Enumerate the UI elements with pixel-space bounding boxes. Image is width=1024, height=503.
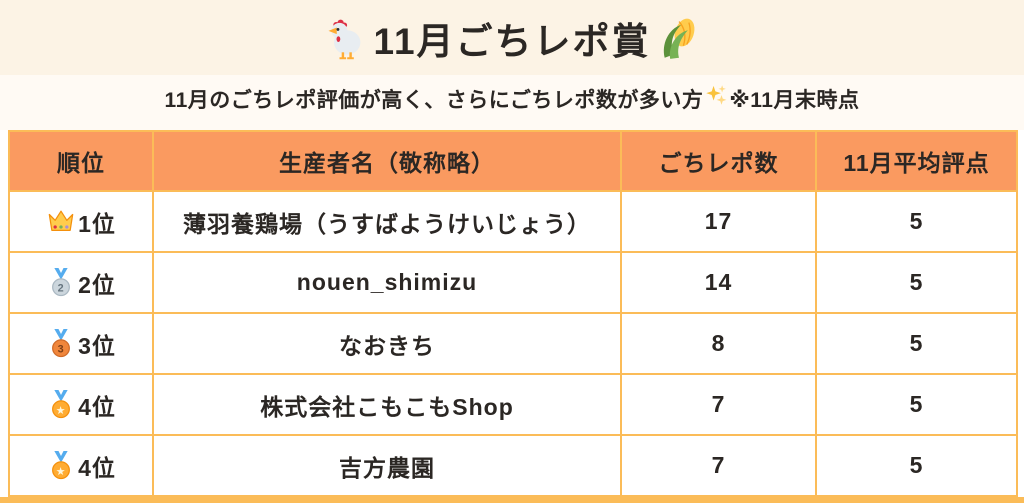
producer-name: なおきち (152, 312, 622, 375)
report-count: 8 (620, 312, 817, 375)
subtitle-band: 11月のごちレポ評価が高く、さらにごちレポ数が多い方 ※11月末時点 (0, 75, 1024, 130)
average-rating: 5 (815, 312, 1018, 375)
rank-label: 1位 (78, 210, 116, 237)
ranking-table-container: 順位 生産者名（敬称略） ごちレポ数 11月平均評点 1位 薄羽養鶏場（うすばよ… (8, 130, 1018, 497)
table-row: 4位 株式会社こもこもShop 7 5 (8, 373, 1018, 436)
rank-cell: 2位 (8, 251, 154, 314)
page-title: 11月ごちレポ賞 (373, 20, 651, 62)
rank-label: 2位 (78, 271, 116, 298)
rank-cell: 4位 (8, 373, 154, 436)
crown-icon (46, 207, 76, 237)
table-row: 2位 nouen_shimizu 14 5 (8, 251, 1018, 314)
producer-name: 薄羽養鶏場（うすばようけいじょう） (152, 190, 622, 253)
ranking-table: 順位 生産者名（敬称略） ごちレポ数 11月平均評点 1位 薄羽養鶏場（うすばよ… (8, 130, 1018, 497)
bronze-medal-icon (46, 329, 76, 359)
average-rating: 5 (815, 190, 1018, 253)
table-row: 3位 なおきち 8 5 (8, 312, 1018, 375)
report-count: 14 (620, 251, 817, 314)
column-header-producer: 生産者名（敬称略） (152, 130, 622, 192)
column-header-average-rating: 11月平均評点 (815, 130, 1018, 192)
column-header-report-count: ごちレポ数 (620, 130, 817, 192)
sparkles-icon (705, 84, 727, 106)
silver-medal-icon (46, 268, 76, 298)
producer-name: 吉方農園 (152, 434, 622, 497)
report-count: 7 (620, 373, 817, 436)
table-row: 4位 吉方農園 7 5 (8, 434, 1018, 497)
column-header-rank: 順位 (8, 130, 154, 192)
average-rating: 5 (815, 373, 1018, 436)
table-header-row: 順位 生産者名（敬称略） ごちレポ数 11月平均評点 (8, 130, 1018, 192)
producer-name: 株式会社こもこもShop (152, 373, 622, 436)
title-banner: 11月ごちレポ賞 (0, 0, 1024, 75)
chicken-icon (323, 16, 367, 60)
rank-cell: 1位 (8, 190, 154, 253)
rank-label: 3位 (78, 332, 116, 359)
table-row: 1位 薄羽養鶏場（うすばようけいじょう） 17 5 (8, 190, 1018, 253)
bottom-divider-bar (0, 497, 1024, 503)
report-count: 7 (620, 434, 817, 497)
rank-label: 4位 (78, 393, 116, 420)
rank-label: 4位 (78, 454, 116, 481)
average-rating: 5 (815, 434, 1018, 497)
sports-medal-icon (46, 451, 76, 481)
report-count: 17 (620, 190, 817, 253)
sports-medal-icon (46, 390, 76, 420)
rank-cell: 4位 (8, 434, 154, 497)
rank-cell: 3位 (8, 312, 154, 375)
subtitle-text-left: 11月のごちレポ評価が高く、さらにごちレポ数が多い方 (164, 89, 704, 112)
corn-icon (657, 16, 701, 60)
average-rating: 5 (815, 251, 1018, 314)
producer-name: nouen_shimizu (152, 251, 622, 314)
subtitle-text-right: ※11月末時点 (729, 89, 860, 112)
